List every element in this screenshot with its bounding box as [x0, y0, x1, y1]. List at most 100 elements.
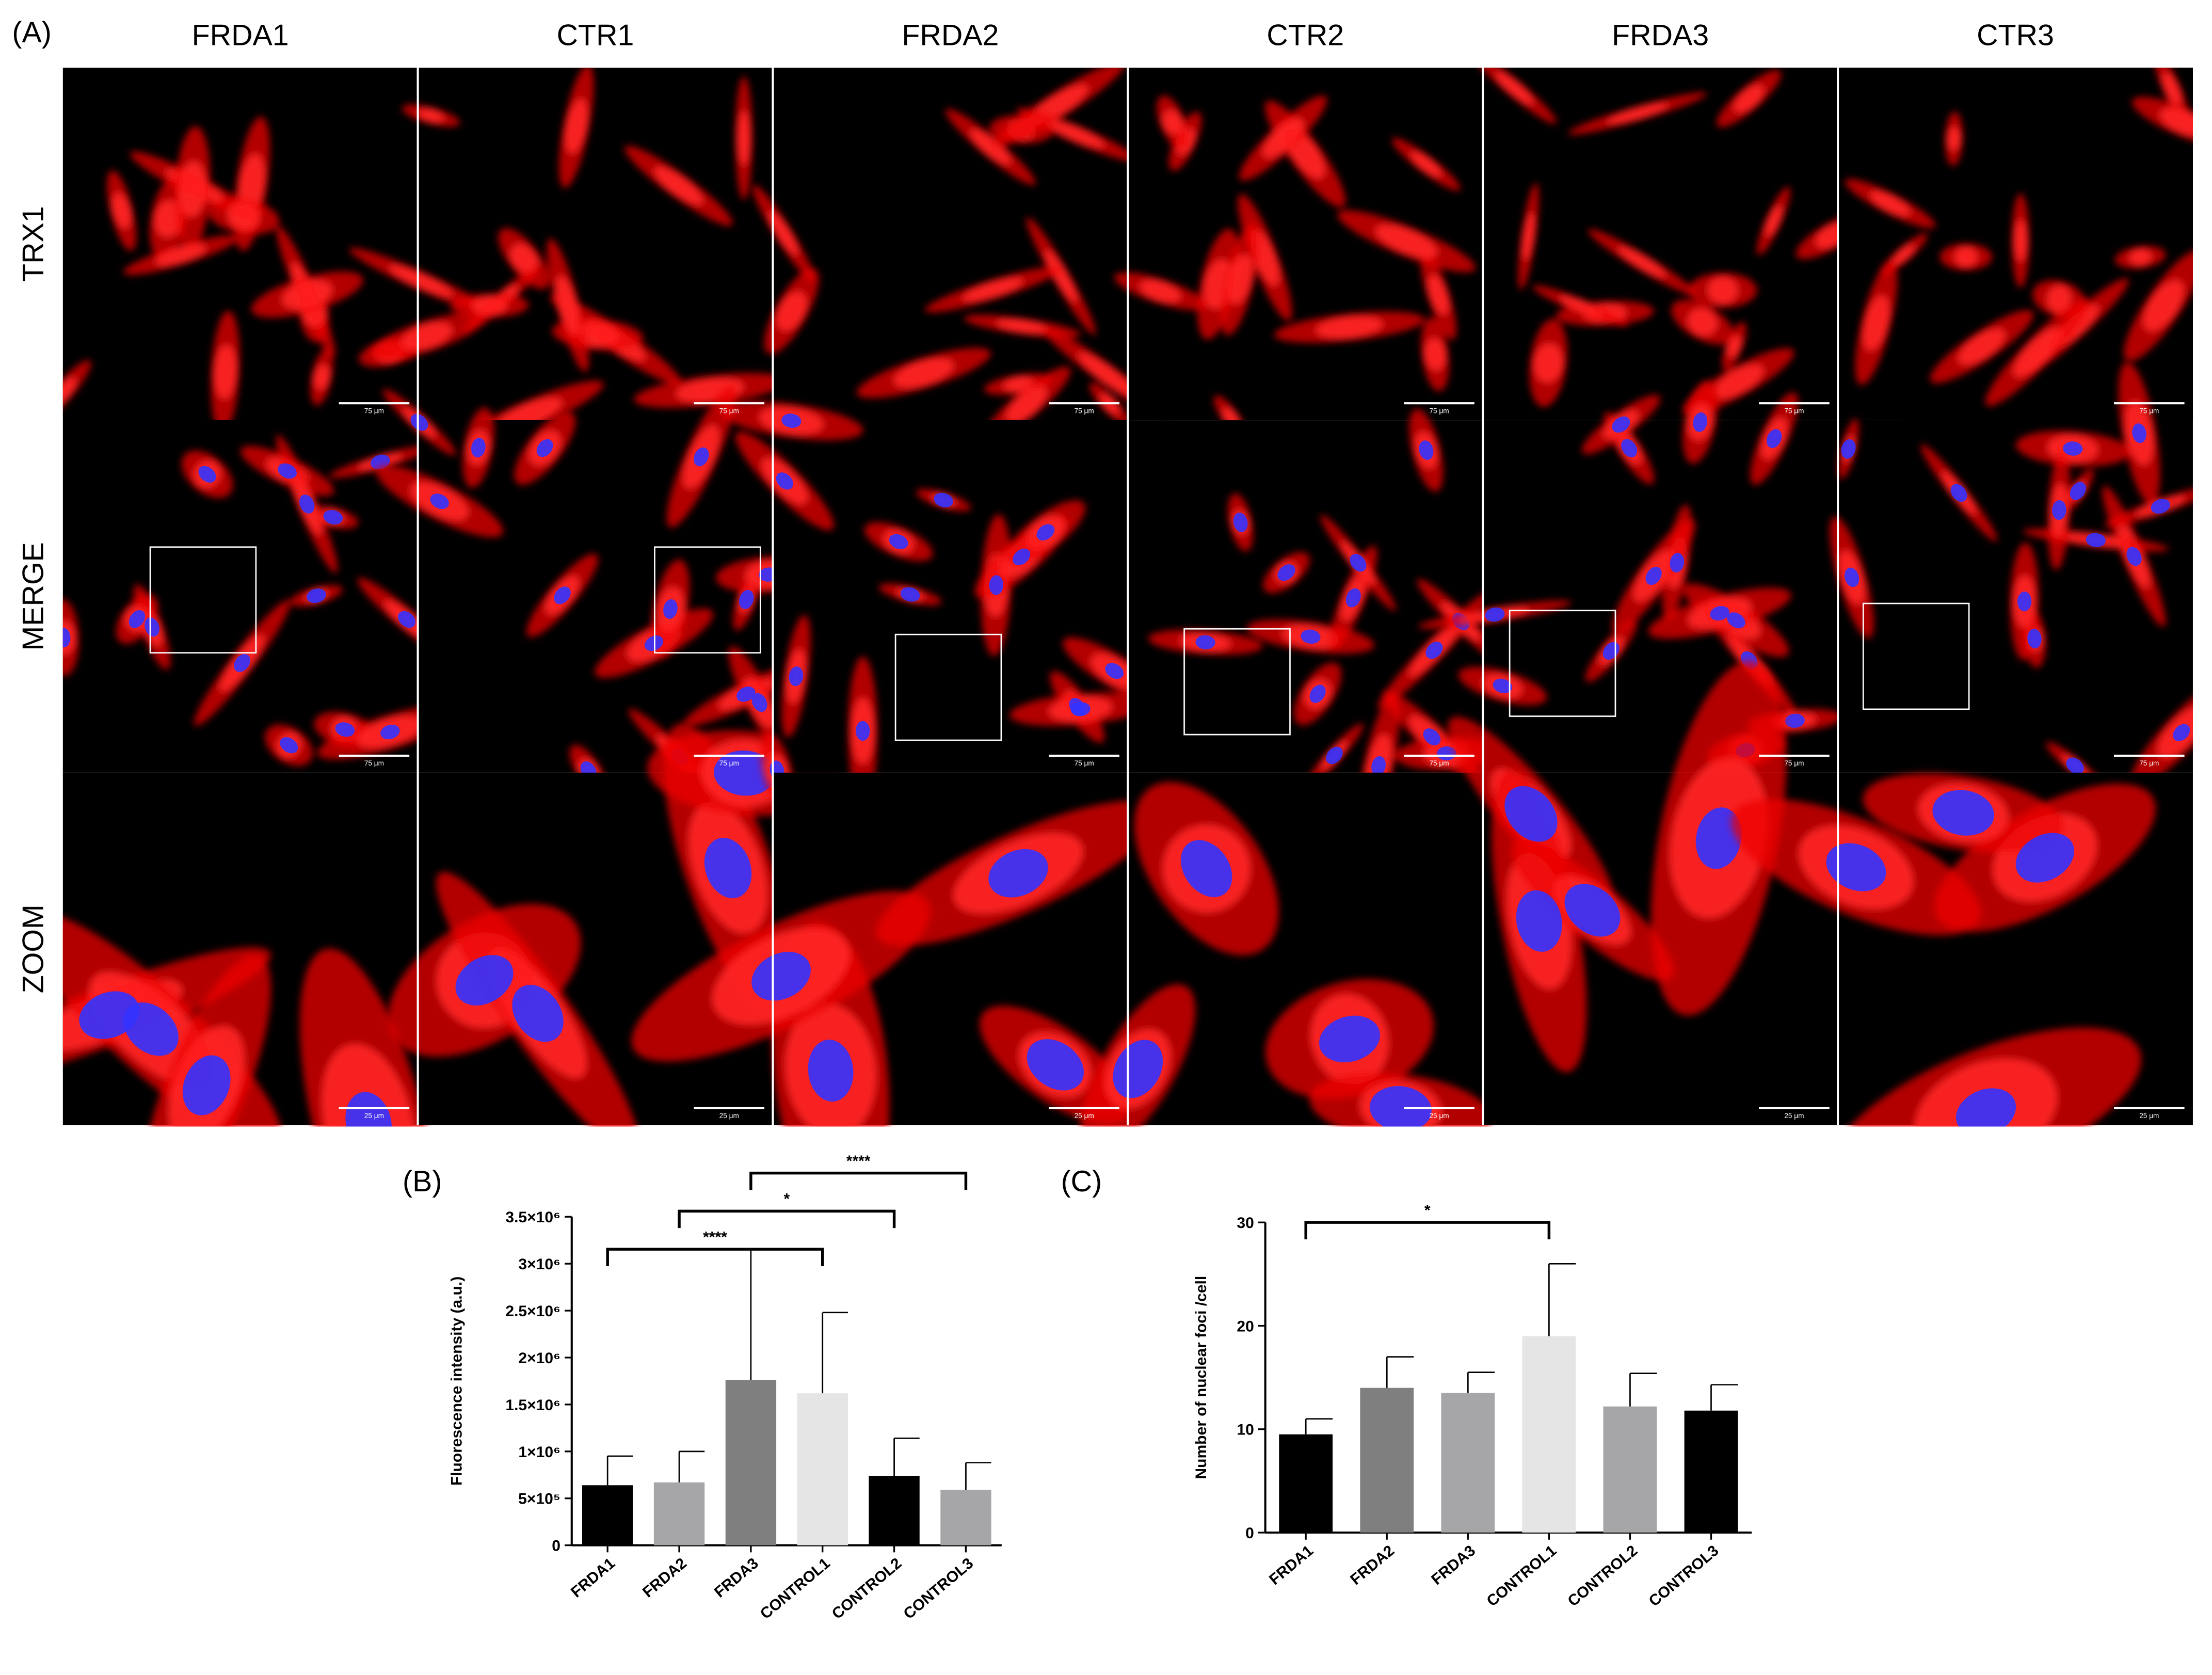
- cell-core: [313, 364, 330, 390]
- cell-core: [2013, 327, 2062, 378]
- cell-core: [654, 166, 704, 205]
- nucleus: [307, 588, 326, 603]
- cell-core: [62, 377, 77, 407]
- cell-core: [1707, 276, 1738, 305]
- nucleus: [1621, 439, 1638, 457]
- nucleus: [2066, 757, 2084, 774]
- cells: [1845, 68, 2193, 407]
- cell-core: [1733, 84, 1765, 113]
- row-label: TRX1: [17, 206, 50, 282]
- scale-label: 75 μm: [1429, 407, 1449, 414]
- cells: [1114, 95, 1476, 442]
- nucleus: [1070, 702, 1091, 716]
- nucleus: [2063, 441, 2083, 456]
- y-tick-label: 0: [552, 1538, 560, 1555]
- bar: [1441, 1393, 1495, 1533]
- cell-core: [238, 153, 265, 214]
- nucleus: [781, 413, 802, 428]
- scale-label: 75 μm: [1075, 759, 1094, 767]
- nucleus: [455, 955, 514, 1006]
- bar: [582, 1485, 633, 1545]
- micrograph: [62, 68, 422, 433]
- scale-label: 25 μm: [2139, 1112, 2159, 1120]
- significance-bracket: [749, 1171, 968, 1190]
- significance-label: ****: [846, 1153, 871, 1170]
- x-tick-label: FRDA1: [568, 1555, 618, 1601]
- cell-core: [2159, 107, 2193, 136]
- cell-core: [1713, 364, 1764, 399]
- cell-core: [1765, 205, 1783, 237]
- scale-label: 75 μm: [2139, 759, 2159, 767]
- nucleus: [1419, 440, 1434, 460]
- cell-core: [510, 243, 538, 274]
- cell-core: [389, 265, 454, 297]
- y-axis-label: Fluorescence intensity (a.u.): [448, 1277, 466, 1486]
- nucleus: [1027, 1039, 1084, 1091]
- nucleus: [988, 849, 1048, 898]
- nucleus: [789, 666, 804, 687]
- nucleus: [889, 534, 908, 549]
- cell-core: [1045, 249, 1078, 303]
- y-tick-label: 3.5×10⁶: [505, 1209, 560, 1226]
- nucleus: [278, 463, 297, 479]
- panel-label: (B): [403, 1165, 442, 1198]
- panel-label: (C): [1061, 1165, 1102, 1198]
- y-tick-label: 1×10⁶: [518, 1444, 560, 1461]
- nucleus: [410, 413, 428, 431]
- nucleus: [934, 492, 954, 508]
- micrograph: [62, 772, 438, 1127]
- cell-core: [1050, 121, 1105, 148]
- micrograph-overlay: 75 μm 75 μm 25 μm 75 μm 75 μm 25 μm 75 μm 75 μm…: [339, 68, 2185, 1125]
- micrograph: [631, 772, 1161, 1127]
- nucleus: [1105, 663, 1124, 679]
- nucleus: [1319, 1015, 1380, 1063]
- nucleus: [471, 438, 486, 458]
- scale-label: 75 μm: [1784, 407, 1804, 414]
- cell-core: [1424, 338, 1446, 371]
- nucleus: [1345, 588, 1361, 608]
- nucleus: [1695, 807, 1742, 869]
- column-label: FRDA3: [1612, 19, 1709, 52]
- y-tick-label: 2×10⁶: [518, 1350, 560, 1367]
- scale-label: 25 μm: [1075, 1112, 1094, 1120]
- x-tick-label: CONTROL2: [1565, 1542, 1641, 1609]
- nucleus: [2151, 499, 2170, 514]
- x-tick-label: FRDA3: [1428, 1542, 1479, 1588]
- x-tick-label: CONTROL3: [1646, 1542, 1722, 1609]
- nucleus: [512, 984, 564, 1042]
- scale-label: 75 μm: [1784, 759, 1804, 767]
- nucleus: [739, 589, 754, 610]
- bar: [1360, 1387, 1414, 1533]
- y-tick-label: 0: [1245, 1525, 1254, 1542]
- y-tick-label: 10: [1237, 1422, 1254, 1439]
- nucleus: [1693, 412, 1708, 432]
- nucleus: [1423, 728, 1441, 745]
- cell-core: [1410, 151, 1442, 177]
- nucleus: [430, 493, 449, 509]
- micrograph: [1830, 361, 2193, 790]
- bar: [797, 1393, 848, 1545]
- x-tick-label: CONTROL2: [829, 1555, 905, 1622]
- micrograph-bg: [62, 420, 418, 773]
- nucleus: [751, 693, 767, 712]
- cell-core: [1521, 212, 1535, 261]
- scale-label: 75 μm: [719, 407, 739, 414]
- nucleus: [1826, 843, 1886, 891]
- nucleus: [1932, 790, 1994, 836]
- cell-core: [776, 291, 807, 331]
- cell-core: [472, 296, 507, 315]
- scale-label: 75 μm: [1429, 759, 1449, 767]
- nucleus: [1233, 513, 1248, 532]
- nucleus: [2126, 547, 2142, 566]
- nucleus: [554, 586, 571, 604]
- nucleus: [1727, 612, 1745, 629]
- zoom-box: [1183, 628, 1291, 736]
- nucleus: [694, 447, 709, 467]
- nucleus: [2173, 724, 2190, 742]
- cell-core: [1495, 71, 1534, 105]
- cell-core: [736, 110, 751, 166]
- scale-label: 75 μm: [364, 407, 384, 414]
- nucleus: [1425, 642, 1443, 659]
- cells: [349, 68, 787, 450]
